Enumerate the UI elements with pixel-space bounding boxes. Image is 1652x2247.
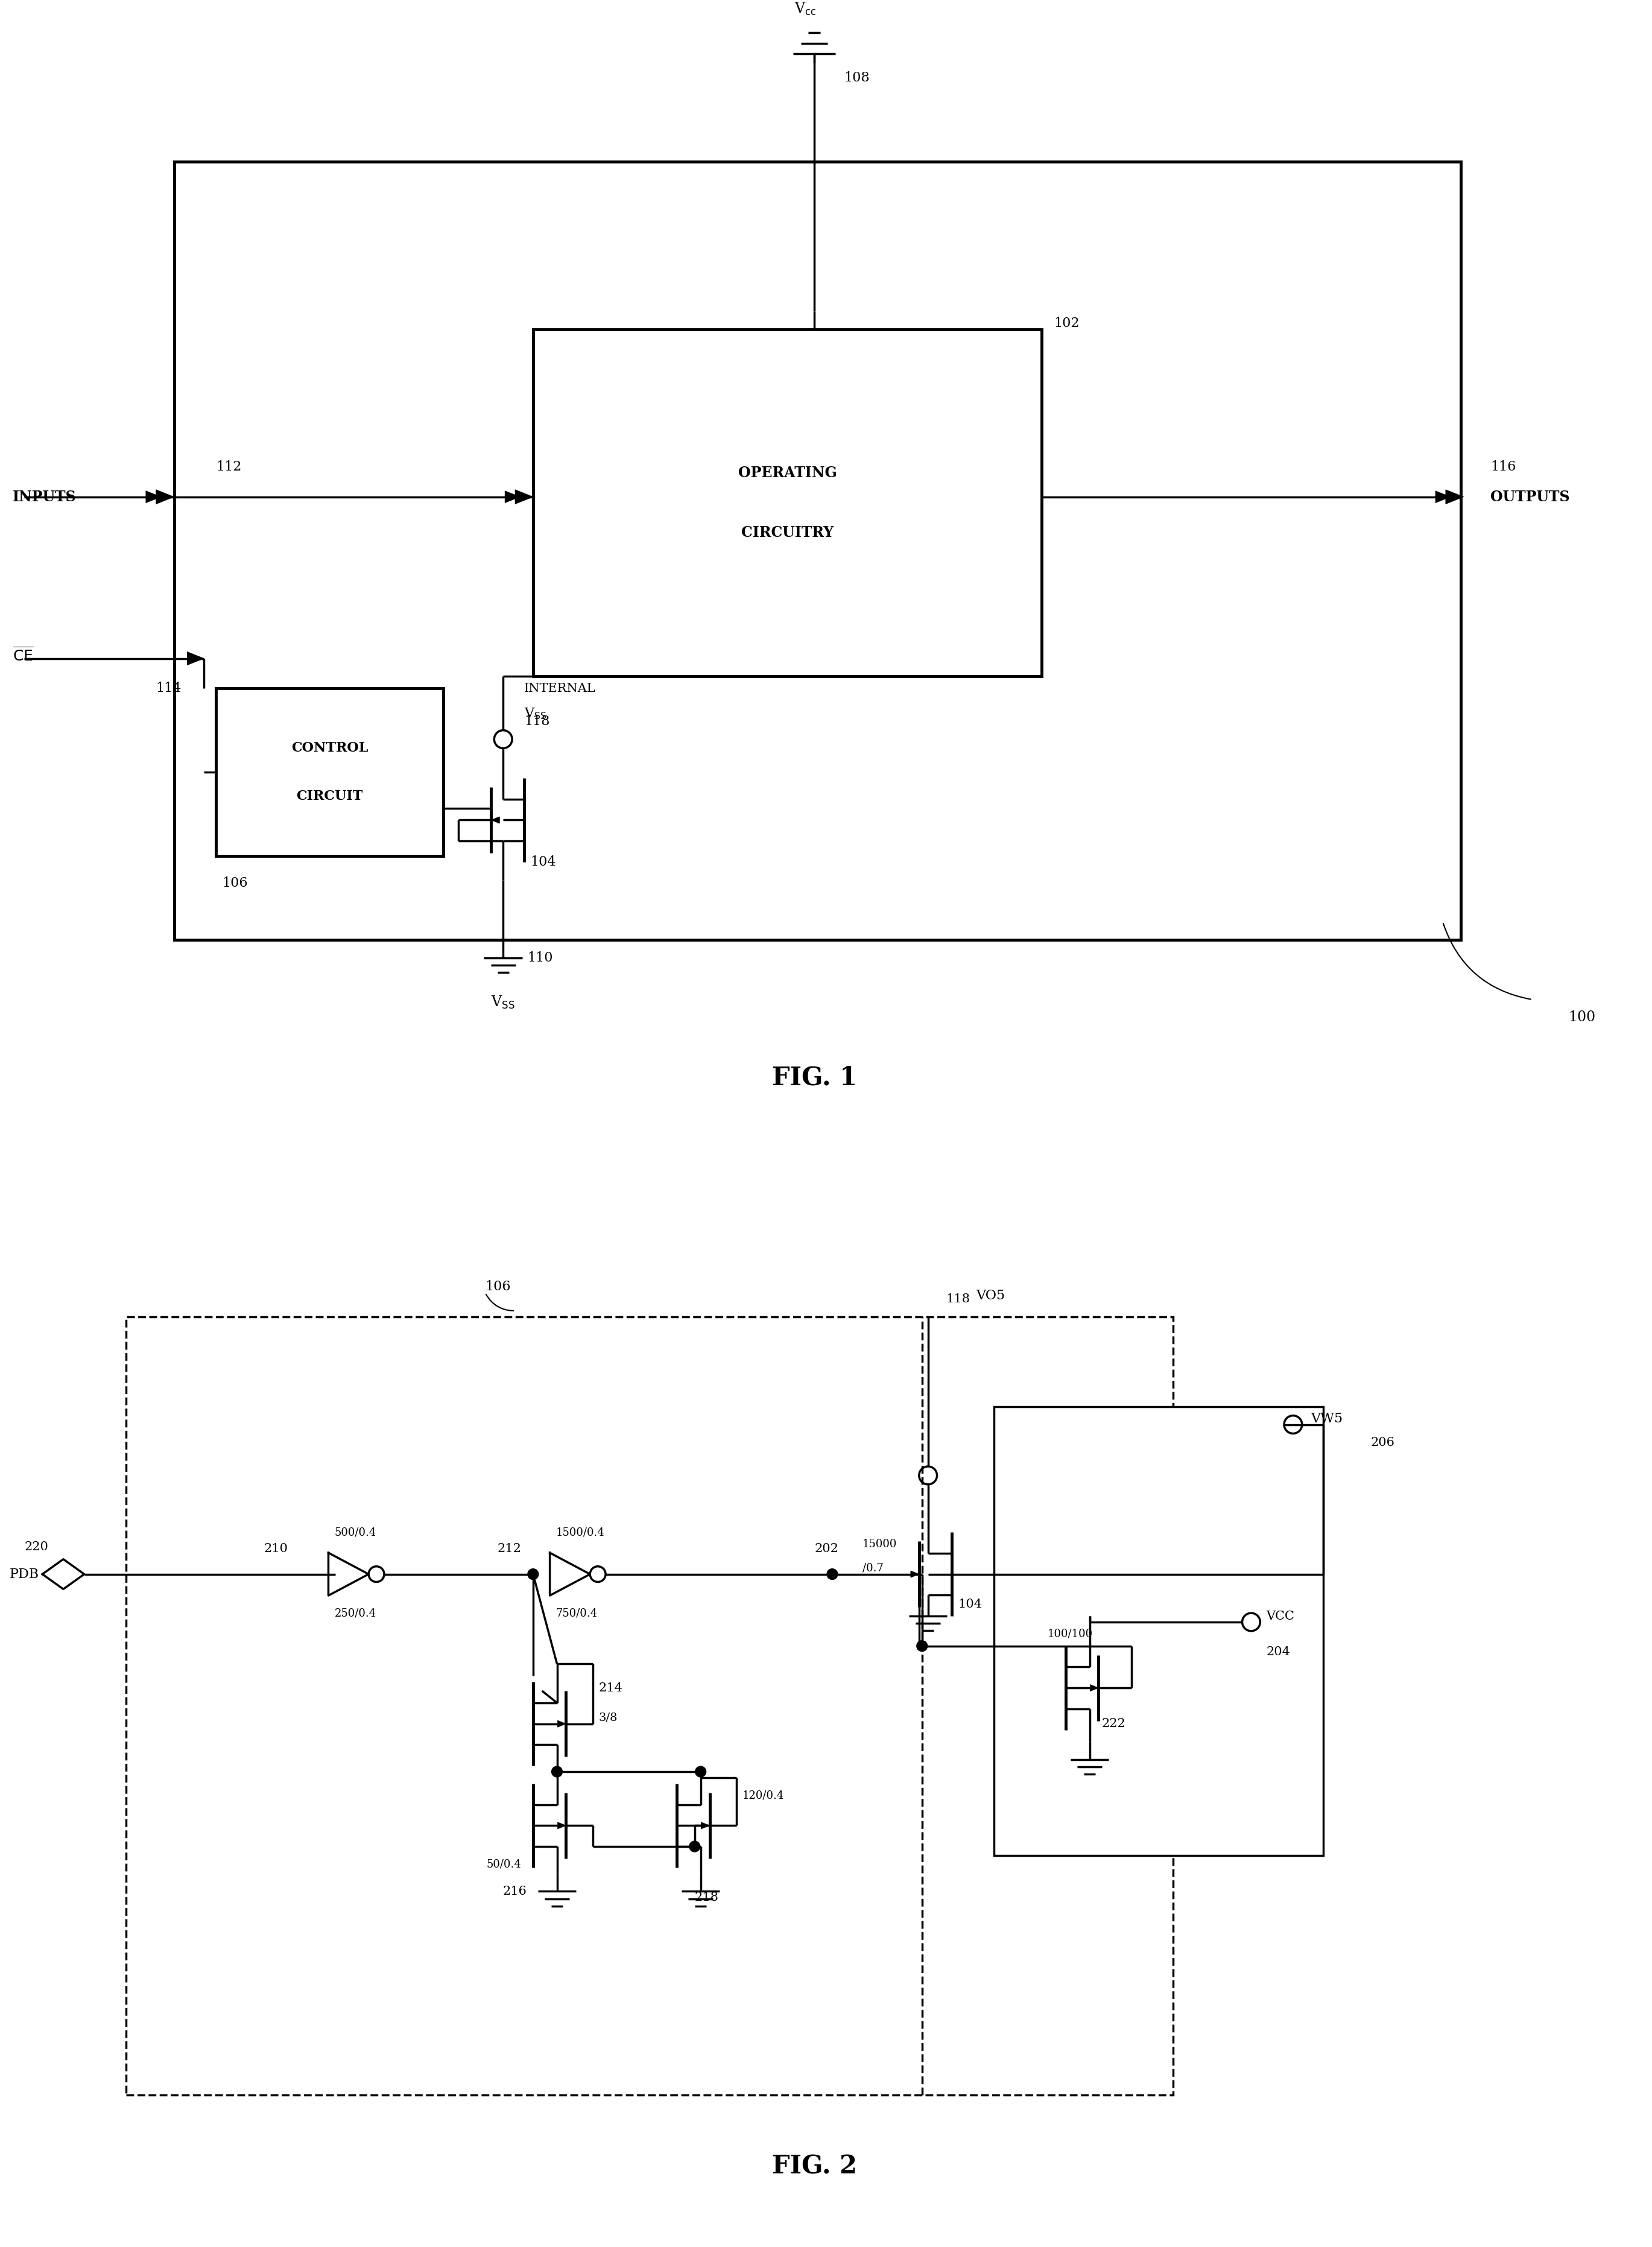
- Polygon shape: [145, 490, 160, 503]
- Bar: [216, 688, 443, 856]
- Text: 100: 100: [1568, 1011, 1596, 1025]
- Text: 108: 108: [844, 72, 871, 85]
- Text: PDB: PDB: [10, 1568, 40, 1582]
- Polygon shape: [1446, 490, 1464, 503]
- Text: 100/100: 100/100: [1047, 1629, 1094, 1640]
- Text: OUTPUTS: OUTPUTS: [1490, 490, 1569, 503]
- Text: 3/8: 3/8: [600, 1712, 618, 1723]
- Text: 114: 114: [155, 681, 182, 694]
- Circle shape: [527, 1568, 539, 1580]
- Polygon shape: [1090, 1685, 1099, 1692]
- Bar: [126, 1317, 1173, 2094]
- Circle shape: [917, 1640, 927, 1652]
- Text: INPUTS: INPUTS: [13, 490, 76, 503]
- Text: CIRCUITRY: CIRCUITRY: [742, 526, 834, 539]
- Text: 500/0.4: 500/0.4: [334, 1528, 377, 1537]
- Polygon shape: [155, 490, 173, 503]
- Text: 750/0.4: 750/0.4: [555, 1607, 598, 1618]
- Text: 210: 210: [264, 1544, 287, 1555]
- Text: VO5: VO5: [976, 1290, 1004, 1303]
- Text: 104: 104: [958, 1598, 981, 1609]
- Polygon shape: [910, 1571, 919, 1577]
- Text: 104: 104: [530, 856, 555, 870]
- Text: FIG. 2: FIG. 2: [771, 2155, 857, 2180]
- Text: 50/0.4: 50/0.4: [486, 1858, 520, 1870]
- Text: 218: 218: [694, 1892, 719, 1903]
- Text: V$_{\rm cc}$: V$_{\rm cc}$: [795, 2, 816, 18]
- Text: FIG. 1: FIG. 1: [771, 1065, 857, 1090]
- Text: V$_{\rm SS}$: V$_{\rm SS}$: [491, 995, 515, 1011]
- Text: 106: 106: [486, 1281, 510, 1294]
- Text: 118: 118: [947, 1292, 970, 1306]
- Text: 1500/0.4: 1500/0.4: [555, 1528, 605, 1537]
- Text: VW5: VW5: [1312, 1411, 1343, 1425]
- Text: 212: 212: [497, 1544, 522, 1555]
- Bar: [534, 330, 1042, 676]
- Text: CIRCUIT: CIRCUIT: [296, 789, 363, 802]
- Text: 222: 222: [1102, 1719, 1125, 1730]
- Text: V$_{\rm SS}$: V$_{\rm SS}$: [524, 706, 547, 721]
- Text: 15000: 15000: [862, 1539, 897, 1550]
- Bar: [173, 162, 1460, 939]
- Text: 202: 202: [814, 1544, 838, 1555]
- Text: 214: 214: [600, 1683, 623, 1694]
- Text: 106: 106: [221, 876, 248, 890]
- Text: 118: 118: [524, 715, 550, 728]
- Polygon shape: [515, 490, 534, 503]
- Circle shape: [828, 1568, 838, 1580]
- Text: 112: 112: [216, 461, 241, 474]
- Polygon shape: [187, 652, 203, 665]
- Polygon shape: [506, 490, 520, 503]
- Text: 250/0.4: 250/0.4: [334, 1607, 377, 1618]
- Circle shape: [552, 1766, 562, 1777]
- Polygon shape: [558, 1822, 567, 1829]
- Text: CONTROL: CONTROL: [291, 742, 368, 755]
- Circle shape: [695, 1766, 705, 1777]
- Text: INTERNAL: INTERNAL: [524, 683, 596, 694]
- Polygon shape: [558, 1721, 567, 1728]
- Circle shape: [689, 1840, 700, 1852]
- Text: 110: 110: [527, 950, 553, 964]
- Text: 102: 102: [1054, 317, 1079, 330]
- Text: 220: 220: [25, 1541, 48, 1553]
- Bar: [995, 1407, 1323, 1856]
- Text: 204: 204: [1265, 1647, 1290, 1658]
- Text: VCC: VCC: [1265, 1611, 1295, 1622]
- Text: 206: 206: [1371, 1436, 1394, 1449]
- Text: 120/0.4: 120/0.4: [742, 1791, 785, 1802]
- Text: 216: 216: [504, 1885, 527, 1896]
- Text: /0.7: /0.7: [862, 1562, 884, 1573]
- Polygon shape: [491, 816, 499, 822]
- Polygon shape: [1436, 490, 1450, 503]
- Text: 116: 116: [1490, 461, 1517, 474]
- Text: OPERATING: OPERATING: [738, 465, 838, 481]
- Text: $\overline{\rm CE}$: $\overline{\rm CE}$: [13, 647, 33, 665]
- Polygon shape: [700, 1822, 710, 1829]
